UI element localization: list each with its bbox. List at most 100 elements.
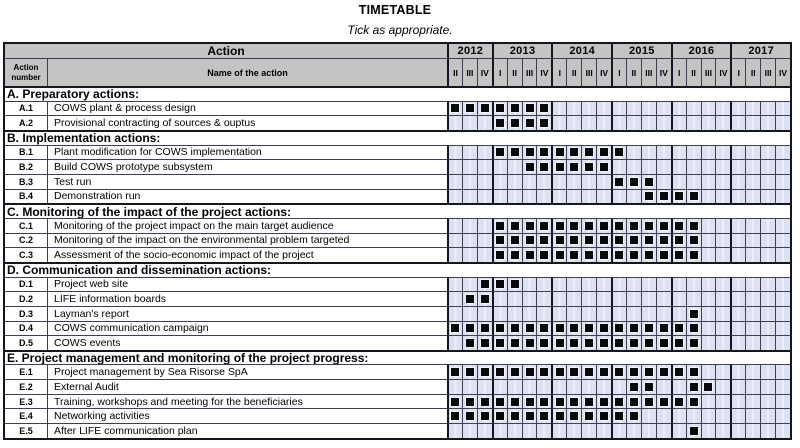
quarter-cell[interactable] [655, 423, 671, 438]
quarter-cell[interactable] [521, 100, 537, 116]
quarter-cell[interactable] [700, 423, 716, 438]
quarter-cell[interactable] [447, 305, 462, 321]
quarter-cell[interactable] [745, 144, 761, 160]
quarter-cell[interactable] [670, 335, 686, 350]
quarter-cell[interactable] [491, 188, 507, 204]
quarter-cell[interactable] [760, 320, 776, 336]
quarter-cell[interactable] [461, 408, 477, 424]
quarter-cell[interactable] [625, 408, 641, 424]
quarter-cell[interactable] [491, 144, 507, 160]
quarter-cell[interactable] [566, 379, 582, 394]
quarter-cell[interactable] [521, 408, 537, 424]
quarter-cell[interactable] [476, 379, 492, 394]
quarter-cell[interactable] [745, 159, 761, 174]
quarter-cell[interactable] [521, 159, 537, 174]
quarter-cell[interactable] [625, 335, 641, 350]
quarter-cell[interactable] [685, 247, 701, 262]
quarter-cell[interactable] [625, 247, 641, 262]
quarter-cell[interactable] [447, 423, 462, 438]
quarter-cell[interactable] [447, 291, 462, 306]
quarter-cell[interactable] [611, 379, 626, 394]
quarter-cell[interactable] [670, 144, 686, 160]
quarter-cell[interactable] [745, 423, 761, 438]
quarter-cell[interactable] [461, 291, 477, 306]
quarter-cell[interactable] [685, 305, 701, 321]
quarter-cell[interactable] [521, 423, 537, 438]
quarter-cell[interactable] [700, 100, 716, 116]
quarter-cell[interactable] [536, 364, 552, 380]
quarter-cell[interactable] [655, 173, 671, 189]
quarter-cell[interactable] [625, 379, 641, 394]
quarter-cell[interactable] [745, 305, 761, 321]
quarter-cell[interactable] [566, 188, 582, 204]
quarter-cell[interactable] [536, 291, 552, 306]
quarter-cell[interactable] [760, 115, 776, 130]
quarter-cell[interactable] [506, 379, 522, 394]
quarter-cell[interactable] [745, 320, 761, 336]
quarter-cell[interactable] [760, 276, 776, 292]
quarter-cell[interactable] [640, 173, 656, 189]
quarter-cell[interactable] [670, 305, 686, 321]
quarter-cell[interactable] [670, 379, 686, 394]
quarter-cell[interactable] [670, 408, 686, 424]
quarter-cell[interactable] [685, 144, 701, 160]
quarter-cell[interactable] [685, 173, 701, 189]
quarter-cell[interactable] [566, 393, 582, 409]
quarter-cell[interactable] [685, 291, 701, 306]
quarter-cell[interactable] [655, 408, 671, 424]
quarter-cell[interactable] [596, 379, 612, 394]
quarter-cell[interactable] [625, 423, 641, 438]
quarter-cell[interactable] [655, 217, 671, 233]
quarter-cell[interactable] [625, 232, 641, 248]
quarter-cell[interactable] [685, 115, 701, 130]
quarter-cell[interactable] [700, 291, 716, 306]
quarter-cell[interactable] [506, 408, 522, 424]
quarter-cell[interactable] [521, 217, 537, 233]
quarter-cell[interactable] [775, 276, 790, 292]
quarter-cell[interactable] [775, 159, 790, 174]
quarter-cell[interactable] [521, 188, 537, 204]
quarter-cell[interactable] [536, 320, 552, 336]
quarter-cell[interactable] [685, 217, 701, 233]
quarter-cell[interactable] [655, 232, 671, 248]
quarter-cell[interactable] [536, 232, 552, 248]
quarter-cell[interactable] [491, 379, 507, 394]
quarter-cell[interactable] [745, 232, 761, 248]
quarter-cell[interactable] [655, 335, 671, 350]
quarter-cell[interactable] [625, 364, 641, 380]
quarter-cell[interactable] [506, 305, 522, 321]
quarter-cell[interactable] [625, 217, 641, 233]
quarter-cell[interactable] [461, 115, 477, 130]
quarter-cell[interactable] [551, 379, 567, 394]
quarter-cell[interactable] [640, 115, 656, 130]
quarter-cell[interactable] [506, 173, 522, 189]
quarter-cell[interactable] [700, 173, 716, 189]
quarter-cell[interactable] [730, 188, 746, 204]
quarter-cell[interactable] [685, 364, 701, 380]
quarter-cell[interactable] [581, 291, 597, 306]
quarter-cell[interactable] [551, 276, 567, 292]
quarter-cell[interactable] [670, 276, 686, 292]
quarter-cell[interactable] [760, 364, 776, 380]
quarter-cell[interactable] [715, 379, 731, 394]
quarter-cell[interactable] [476, 276, 492, 292]
quarter-cell[interactable] [730, 247, 746, 262]
quarter-cell[interactable] [581, 276, 597, 292]
quarter-cell[interactable] [611, 393, 626, 409]
quarter-cell[interactable] [491, 115, 507, 130]
quarter-cell[interactable] [491, 100, 507, 116]
quarter-cell[interactable] [745, 364, 761, 380]
quarter-cell[interactable] [745, 291, 761, 306]
quarter-cell[interactable] [685, 276, 701, 292]
quarter-cell[interactable] [476, 320, 492, 336]
quarter-cell[interactable] [581, 335, 597, 350]
quarter-cell[interactable] [491, 423, 507, 438]
quarter-cell[interactable] [640, 232, 656, 248]
quarter-cell[interactable] [700, 276, 716, 292]
quarter-cell[interactable] [745, 393, 761, 409]
quarter-cell[interactable] [581, 159, 597, 174]
quarter-cell[interactable] [760, 305, 776, 321]
quarter-cell[interactable] [581, 217, 597, 233]
quarter-cell[interactable] [625, 305, 641, 321]
quarter-cell[interactable] [745, 100, 761, 116]
